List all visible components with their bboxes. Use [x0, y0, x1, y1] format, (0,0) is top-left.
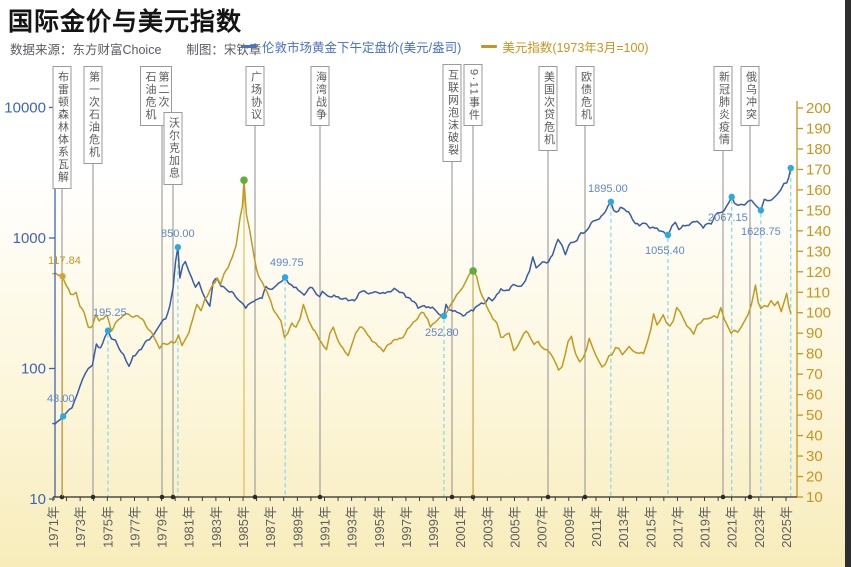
svg-text:2009年: 2009年 — [562, 506, 577, 548]
legend-dash-gold — [481, 45, 498, 48]
svg-text:1993年: 1993年 — [345, 506, 360, 548]
svg-text:120: 120 — [806, 264, 831, 281]
legend-label-gold-price: 伦敦市场黄金下午定盘价(美元/盎司) — [262, 41, 462, 55]
page-title: 国际金价与美元指数 — [8, 8, 243, 36]
svg-text:1985年: 1985年 — [236, 506, 251, 548]
event-label-0: 布雷顿森林体系瓦解 — [52, 66, 72, 189]
svg-text:117.84: 117.84 — [48, 255, 81, 267]
svg-text:252.80: 252.80 — [425, 327, 459, 339]
svg-text:1977年: 1977年 — [127, 506, 142, 548]
svg-text:1975年: 1975年 — [100, 506, 115, 548]
svg-text:100: 100 — [806, 305, 831, 322]
event-label-11: 俄乌冲突 — [740, 66, 760, 126]
event-label-1: 第一次石油危机 — [83, 66, 103, 164]
svg-text:200: 200 — [806, 100, 831, 117]
svg-text:1979年: 1979年 — [155, 506, 170, 548]
svg-text:1997年: 1997年 — [399, 506, 414, 548]
svg-text:80: 80 — [806, 346, 823, 363]
legend-dash-blue — [241, 45, 257, 48]
svg-text:110: 110 — [806, 284, 830, 301]
event-label-4: 广场协议 — [245, 66, 265, 126]
svg-text:1055.40: 1055.40 — [645, 245, 685, 257]
event-label-6: 互联网泡沫破裂 — [442, 64, 462, 162]
svg-text:50: 50 — [806, 407, 823, 424]
svg-text:2015年: 2015年 — [643, 506, 658, 548]
svg-text:100: 100 — [21, 361, 46, 378]
svg-text:499.75: 499.75 — [270, 257, 304, 269]
svg-text:2025年: 2025年 — [779, 506, 794, 548]
svg-text:1987年: 1987年 — [263, 506, 278, 548]
svg-text:10000: 10000 — [4, 100, 46, 117]
svg-text:2019年: 2019年 — [698, 506, 713, 548]
svg-text:160: 160 — [806, 182, 831, 199]
svg-text:2067.15: 2067.15 — [708, 212, 748, 224]
legend-label-dollar-index: 美元指数(1973年3月=100) — [502, 41, 649, 55]
svg-text:2017年: 2017年 — [670, 506, 685, 548]
svg-text:180: 180 — [806, 141, 831, 158]
svg-text:20: 20 — [806, 469, 823, 486]
svg-text:2005年: 2005年 — [508, 506, 523, 548]
svg-text:30: 30 — [806, 448, 823, 465]
legend-item-gold-price: 伦敦市场黄金下午定盘价(美元/盎司) — [241, 37, 461, 56]
svg-text:1999年: 1999年 — [426, 506, 441, 548]
svg-text:2021年: 2021年 — [725, 506, 740, 548]
svg-text:1973年: 1973年 — [73, 506, 88, 548]
event-label-9: 欧债危机 — [575, 66, 595, 126]
svg-text:10: 10 — [29, 491, 46, 508]
svg-text:70: 70 — [806, 366, 823, 383]
source-note: 数据来源：东方财富Choice 制图：宋钦章 — [10, 43, 262, 57]
svg-text:2001年: 2001年 — [453, 506, 468, 548]
svg-text:1981年: 1981年 — [182, 506, 197, 548]
svg-text:2013年: 2013年 — [616, 506, 631, 548]
svg-text:90: 90 — [806, 325, 823, 342]
event-label-5: 海湾战争 — [310, 66, 330, 126]
svg-text:170: 170 — [806, 161, 831, 178]
svg-text:130: 130 — [806, 243, 831, 260]
svg-text:1628.75: 1628.75 — [741, 226, 781, 238]
svg-text:2007年: 2007年 — [535, 506, 550, 548]
svg-text:60: 60 — [806, 387, 823, 404]
svg-text:1989年: 1989年 — [290, 506, 305, 548]
svg-text:850.00: 850.00 — [161, 228, 195, 240]
event-label-8: 美国次贷危机 — [538, 66, 558, 151]
event-label-7: 9·11事件 — [463, 64, 483, 127]
svg-text:1995年: 1995年 — [372, 506, 387, 548]
svg-text:2023年: 2023年 — [752, 506, 767, 548]
legend-item-dollar-index: 美元指数(1973年3月=100) — [481, 37, 649, 56]
svg-text:40: 40 — [806, 428, 823, 445]
svg-text:150: 150 — [806, 202, 831, 219]
svg-text:10: 10 — [806, 489, 823, 506]
event-label-3: 沃尔克加息 — [163, 112, 183, 185]
svg-text:195.25: 195.25 — [93, 307, 127, 319]
legend: 伦敦市场黄金下午定盘价(美元/盎司) 美元指数(1973年3月=100) — [241, 37, 649, 56]
svg-text:140: 140 — [806, 223, 831, 240]
svg-text:2011年: 2011年 — [589, 506, 604, 547]
svg-text:1000: 1000 — [13, 230, 46, 247]
svg-text:1983年: 1983年 — [209, 506, 224, 548]
svg-text:2003年: 2003年 — [480, 506, 495, 548]
event-label-10: 新冠肺炎疫情 — [713, 66, 733, 151]
svg-text:43.00: 43.00 — [47, 393, 75, 405]
window-right-edge — [845, 0, 851, 567]
svg-text:1895.00: 1895.00 — [588, 183, 628, 195]
svg-text:190: 190 — [806, 120, 831, 137]
svg-text:1991年: 1991年 — [317, 506, 332, 548]
svg-text:1971年: 1971年 — [46, 506, 61, 548]
